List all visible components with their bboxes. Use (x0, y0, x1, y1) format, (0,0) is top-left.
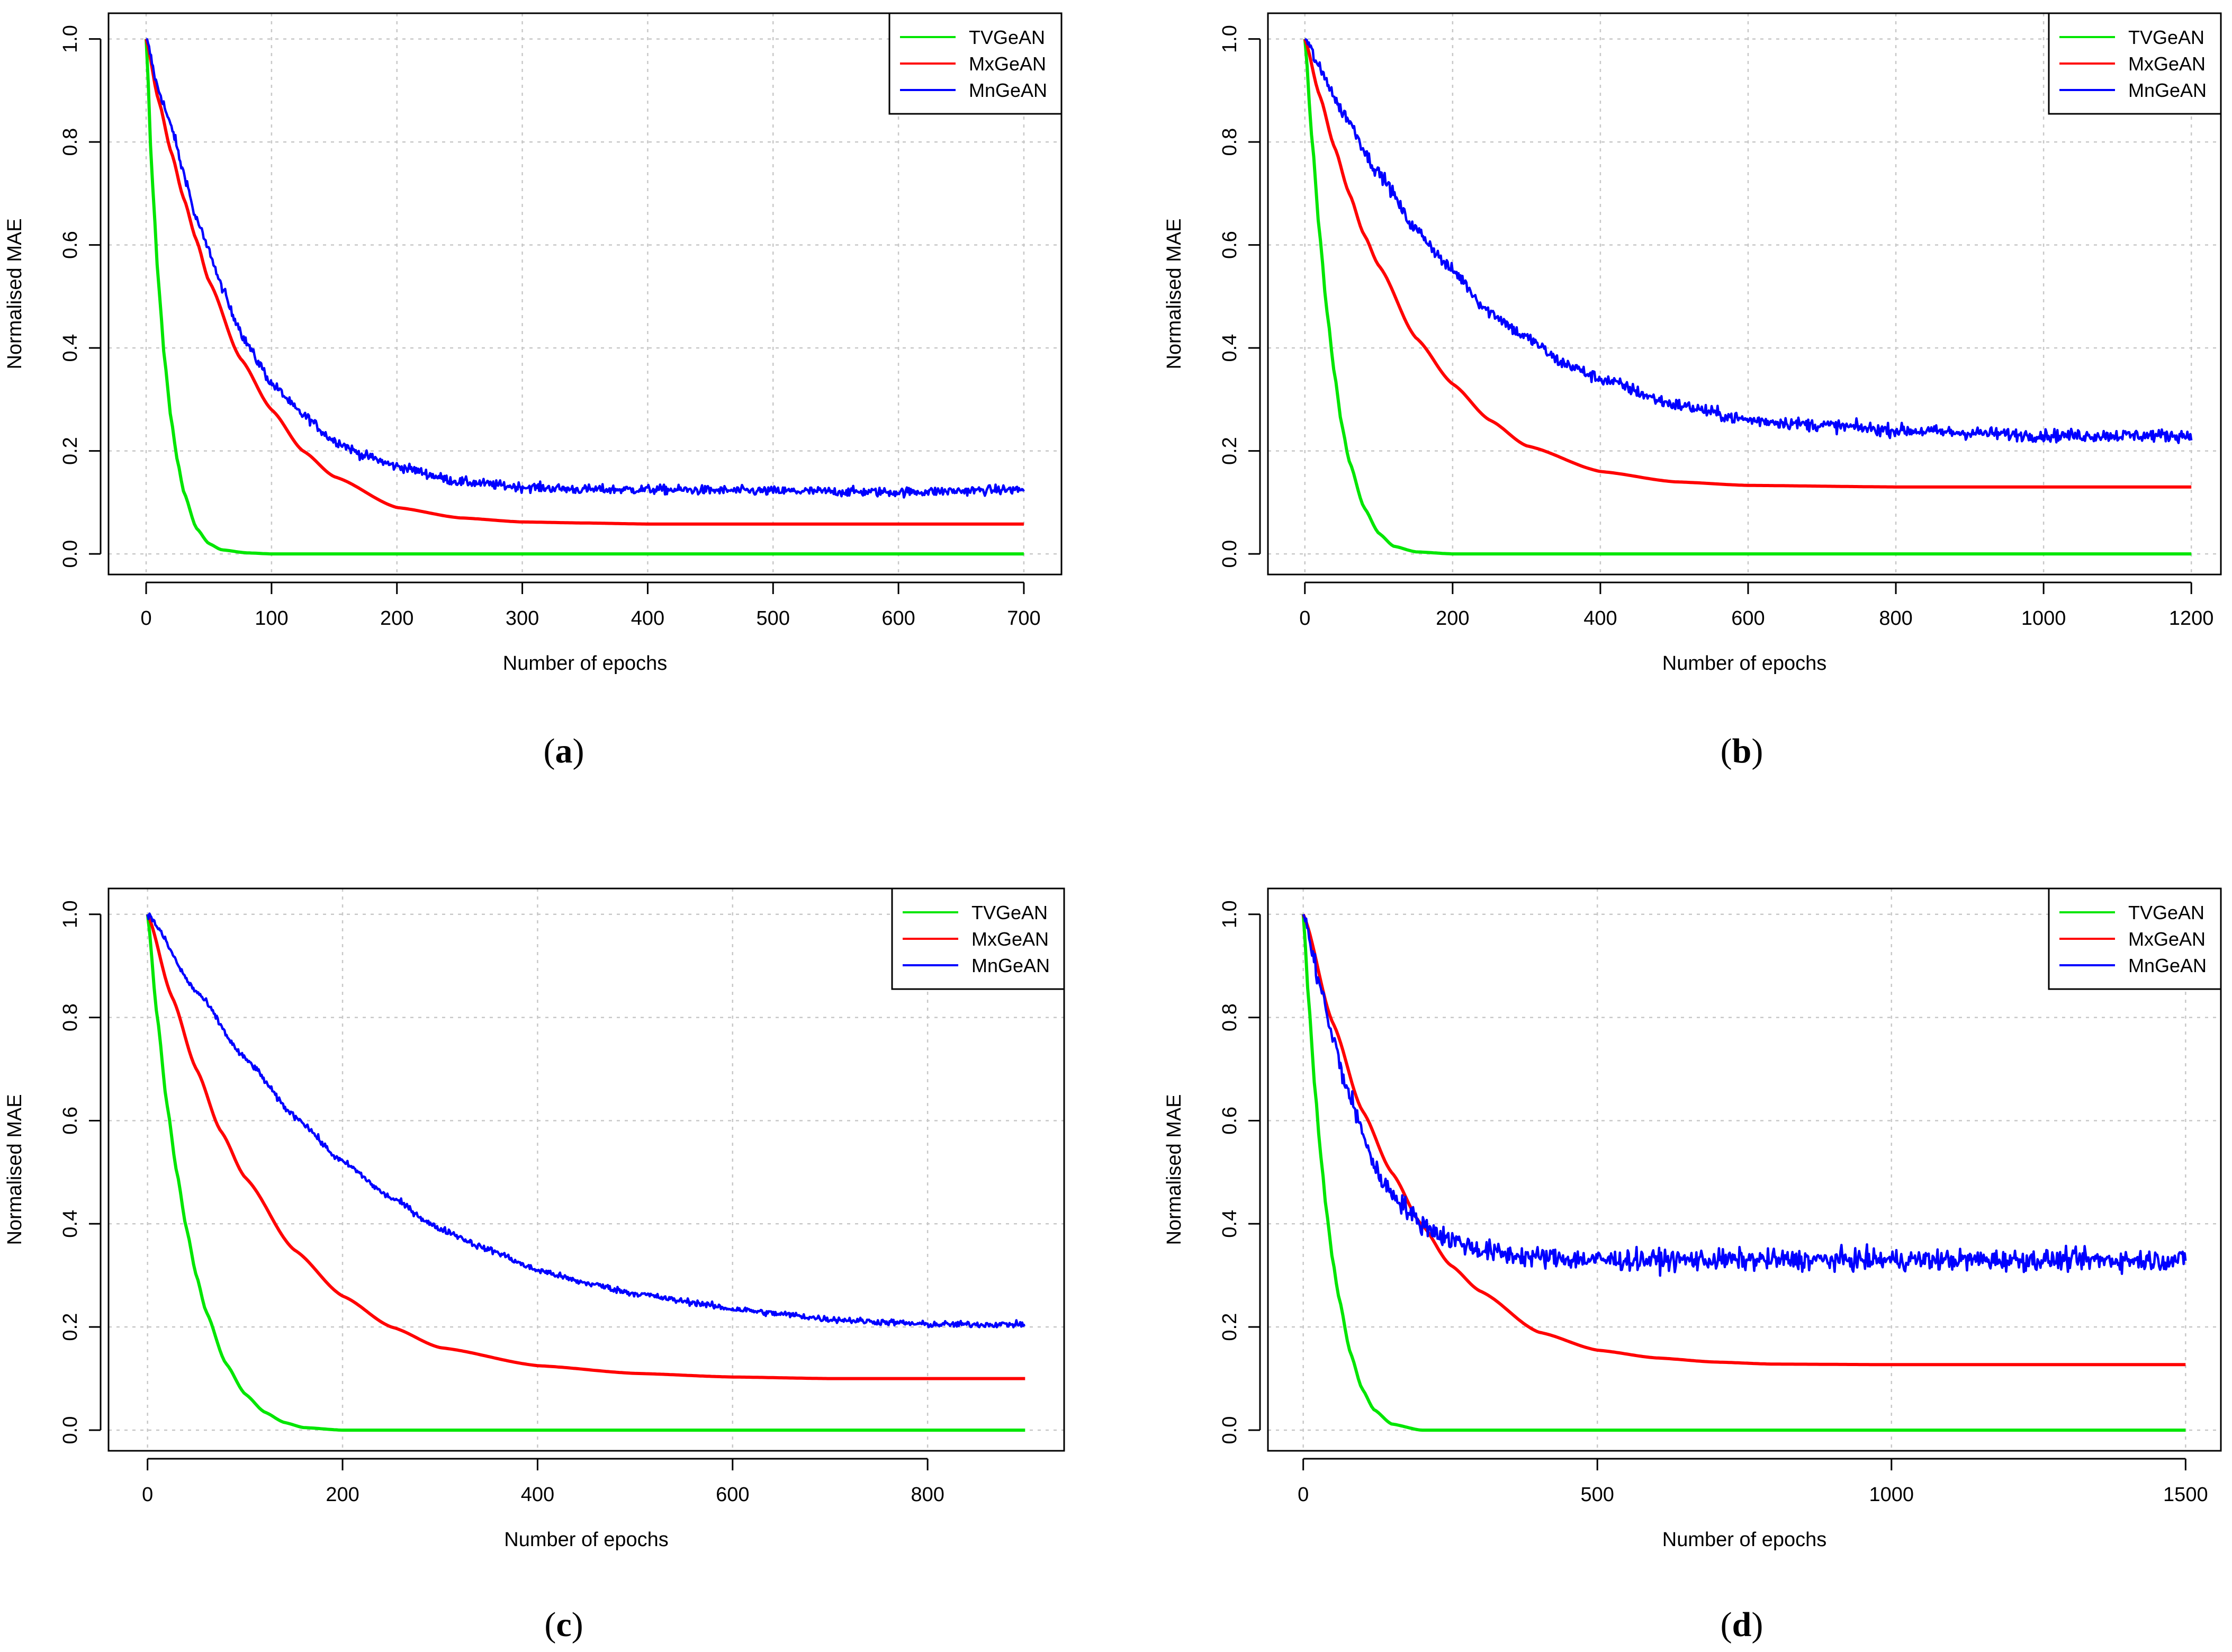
x-axis-title: Number of epochs (1662, 1529, 1827, 1551)
x-tick-label: 200 (1436, 607, 1469, 630)
legend-label: MnGeAN (971, 955, 1050, 976)
y-tick-label: 0.2 (59, 437, 82, 465)
legend-label: MxGeAN (2128, 53, 2206, 75)
y-tick-label: 0.2 (1219, 1313, 1241, 1341)
series-line-tvgean (146, 914, 1025, 1432)
y-axis-title: Normalised MAE (1163, 1094, 1185, 1245)
panel-caption: (d) (1721, 1605, 1763, 1644)
x-axis-title: Number of epochs (503, 652, 668, 675)
x-tick-label: 400 (1583, 607, 1617, 630)
y-tick-label: 1.0 (59, 25, 82, 53)
y-tick-label: 0.4 (1219, 1210, 1241, 1238)
series-line-mngean (1304, 38, 2193, 444)
series-line-mxgean (146, 913, 1025, 1380)
series-line-tvgean (1303, 39, 2192, 556)
x-tick-label: 500 (757, 607, 790, 630)
y-axis-title: Normalised MAE (4, 1094, 26, 1245)
panel-caption: (b) (1721, 732, 1763, 770)
x-tick-label: 1500 (2163, 1484, 2208, 1506)
y-tick-label: 1.0 (1219, 25, 1241, 53)
x-tick-label: 1000 (2021, 607, 2066, 630)
x-tick-label: 200 (380, 607, 413, 630)
x-tick-label: 600 (716, 1484, 749, 1506)
x-tick-label: 100 (255, 607, 288, 630)
y-tick-label: 0.8 (59, 1003, 82, 1031)
plot-frame (1267, 12, 2222, 576)
x-tick-label: 800 (1879, 607, 1912, 630)
y-tick-label: 0.6 (1219, 1107, 1241, 1135)
y-tick-label: 0.2 (1219, 437, 1241, 465)
plot-frame (107, 12, 1063, 576)
y-tick-label: 0.6 (1219, 231, 1241, 259)
panel-caption: (c) (544, 1605, 583, 1644)
x-axis-title: Number of epochs (1662, 652, 1827, 675)
x-tick-label: 200 (326, 1484, 359, 1506)
legend-label: MnGeAN (969, 79, 1047, 101)
x-tick-label: 1200 (2169, 607, 2214, 630)
y-tick-label: 0.4 (59, 334, 82, 362)
x-tick-label: 400 (631, 607, 664, 630)
legend: TVGeAN MxGeAN MnGeAN (2048, 12, 2222, 115)
y-tick-label: 0.6 (59, 231, 82, 259)
series-line-mxgean (1301, 913, 2186, 1367)
y-tick-label: 0.4 (59, 1210, 82, 1238)
x-axis-title: Number of epochs (504, 1529, 669, 1551)
x-tick-label: 700 (1007, 607, 1040, 630)
x-tick-label: 0 (142, 1484, 153, 1506)
panel-caption: (a) (544, 732, 584, 770)
y-tick-label: 0.0 (59, 1416, 82, 1444)
y-tick-label: 1.0 (1219, 900, 1241, 928)
y-tick-label: 0.4 (1219, 334, 1241, 362)
legend: TVGeAN MxGeAN MnGeAN (888, 12, 1063, 115)
series-line-mngean (1302, 913, 2187, 1277)
x-tick-label: 400 (521, 1484, 554, 1506)
legend-label: MnGeAN (2128, 955, 2207, 976)
y-tick-label: 1.0 (59, 900, 82, 928)
series-line-tvgean (145, 39, 1024, 556)
x-tick-label: 0 (140, 607, 151, 630)
series-line-tvgean (1301, 914, 2186, 1432)
legend-label: MnGeAN (2128, 79, 2207, 101)
y-tick-label: 0.0 (59, 540, 82, 568)
series-line-mngean (146, 38, 1025, 499)
y-tick-label: 0.8 (1219, 1003, 1241, 1031)
x-tick-label: 0 (1299, 607, 1310, 630)
series-line-mxgean (1303, 38, 2192, 489)
legend-label: MxGeAN (969, 53, 1046, 75)
x-tick-label: 800 (911, 1484, 944, 1506)
y-axis-title: Normalised MAE (4, 218, 26, 369)
y-tick-label: 0.0 (1219, 540, 1241, 568)
plot-frame (107, 887, 1065, 1452)
chart-panel-a: 0 100 200 300 400 500 600 700 0.0 0.2 0.4 0.6 0.8 1.0… (4, 12, 1063, 770)
x-tick-label: 0 (1298, 1484, 1309, 1506)
chart-panel-b: 0 200 400 600 800 1000 1200 0.0 0.2 0.4 0.6 0.8 1.0 N… (1163, 12, 2222, 770)
y-tick-label: 0.6 (59, 1107, 82, 1135)
legend-label: TVGeAN (969, 26, 1045, 48)
x-tick-label: 1000 (1869, 1484, 1914, 1506)
legend-label: MxGeAN (2128, 928, 2206, 950)
x-tick-label: 300 (506, 607, 539, 630)
legend-label: MxGeAN (971, 928, 1049, 950)
legend-label: TVGeAN (2128, 26, 2204, 48)
x-tick-label: 600 (881, 607, 915, 630)
chart-panel-c: 0 200 400 600 800 0.0 0.2 0.4 0.6 0.8 1.0 Number of… (4, 887, 1065, 1644)
y-tick-label: 0.8 (1219, 128, 1241, 156)
y-axis-title: Normalised MAE (1163, 218, 1185, 369)
x-tick-label: 600 (1731, 607, 1765, 630)
series-line-mxgean (145, 38, 1024, 526)
x-tick-label: 500 (1581, 1484, 1614, 1506)
y-tick-label: 0.2 (59, 1313, 82, 1341)
chart-panel-d: 0 500 1000 1500 0.0 0.2 0.4 0.6 0.8 1.0 Number of … (1163, 887, 2222, 1644)
legend-label: TVGeAN (2128, 902, 2204, 923)
legend: TVGeAN MxGeAN MnGeAN (891, 887, 1065, 990)
plot-frame (1267, 887, 2222, 1452)
series-line-mngean (146, 912, 1025, 1328)
y-tick-label: 0.8 (59, 128, 82, 156)
legend-label: TVGeAN (971, 902, 1048, 923)
y-tick-label: 0.0 (1219, 1416, 1241, 1444)
legend: TVGeAN MxGeAN MnGeAN (2048, 887, 2222, 990)
